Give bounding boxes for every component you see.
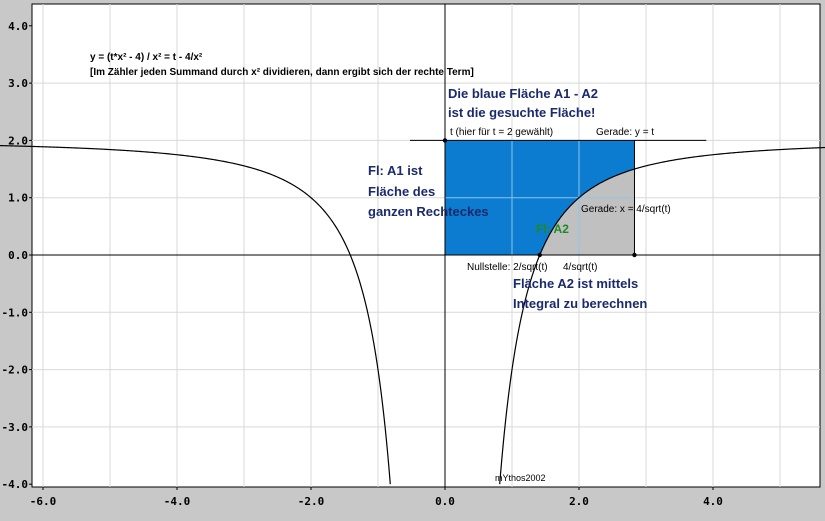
y-tick-label: -2.0 <box>2 364 29 377</box>
curves <box>0 144 825 485</box>
y-tick-label: 1.0 <box>8 192 28 205</box>
guide-lines <box>410 139 707 255</box>
y-tick-label: -1.0 <box>2 306 29 319</box>
grid-lines <box>32 4 820 487</box>
blue-area-label-1: Die blaue Fläche A1 - A2 <box>448 86 598 101</box>
gerade-y-label: Gerade: y = t <box>596 127 654 138</box>
x-tick-label: -4.0 <box>164 495 191 508</box>
data-point <box>537 252 542 258</box>
a2-integral-label-2: Integral zu berechnen <box>513 296 647 311</box>
x-tick-label: 2.0 <box>569 495 589 508</box>
y-tick-label: 3.0 <box>8 77 28 90</box>
data-point <box>442 138 448 143</box>
signature: mYthos2002 <box>495 473 546 483</box>
a2-integral-label-1: Fläche A2 ist mittels <box>513 276 638 291</box>
y-tick-label: 2.0 <box>8 134 28 147</box>
y-tick-label: 0.0 <box>8 249 28 262</box>
x-tick-label: -6.0 <box>30 495 57 508</box>
tick-labels: -8.0-6.0-4.0-2.00.02.04.06.0-4.0-3.0-2.0… <box>2 20 723 508</box>
a1-label-1: Fl: A1 ist <box>368 163 423 178</box>
a1-label-3: ganzen Rechteckes <box>368 204 489 219</box>
t-label: t (hier für t = 2 gewählt) <box>450 127 553 138</box>
x-tick-label: 4.0 <box>703 495 723 508</box>
gerade-x-label: Gerade: x = 4/sqrt(t) <box>581 204 671 215</box>
x-tick-label: -2.0 <box>298 495 325 508</box>
nullstelle-label: Nullstelle: 2/sqrt(t) <box>467 262 548 273</box>
y-tick-label: -4.0 <box>2 478 29 491</box>
axes <box>32 4 820 487</box>
area-a2 <box>539 169 635 256</box>
y-tick-label: -3.0 <box>2 421 29 434</box>
data-point <box>632 252 637 258</box>
plot-area <box>31 3 821 488</box>
blue-area-label-2: ist die gesuchte Fläche! <box>448 105 595 120</box>
a2-label: Fl: A2 <box>536 222 569 236</box>
y-tick-label: 4.0 <box>8 20 28 33</box>
x-tick-label: 0.0 <box>435 495 455 508</box>
points <box>442 138 637 258</box>
chart-title: y = (t*x² - 4) / x² = t - 4/x² <box>90 52 203 63</box>
four-sqrt-label: 4/sqrt(t) <box>563 262 597 273</box>
chart-subtitle: [Im Zähler jeden Summand durch x² dividi… <box>90 67 474 78</box>
curve-left-branch <box>0 144 391 485</box>
curve-right-branch <box>499 146 825 485</box>
a1-label-2: Fläche des <box>368 184 435 199</box>
